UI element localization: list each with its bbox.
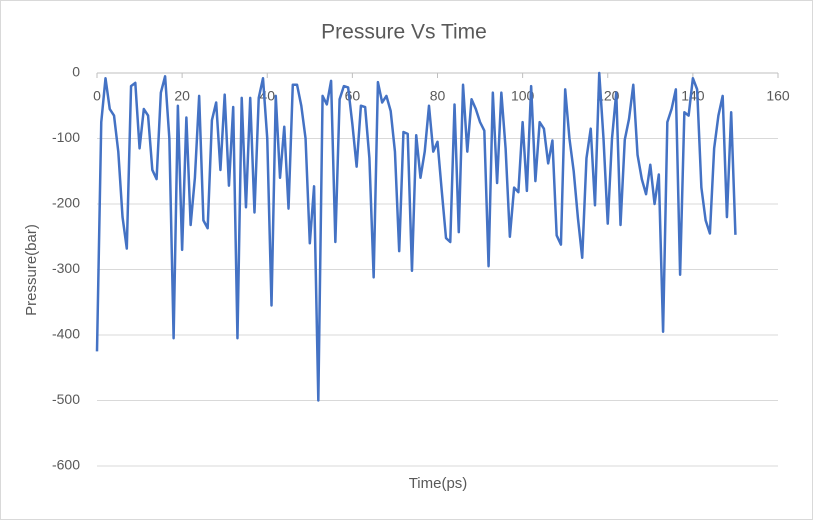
x-tick-label: 140 — [681, 88, 705, 104]
data-line — [95, 71, 737, 402]
y-tick-label: -400 — [52, 326, 80, 342]
x-tick-label: 160 — [766, 88, 790, 104]
x-axis-title: Time(ps) — [409, 475, 468, 492]
chart-title: Pressure Vs Time — [321, 21, 487, 44]
x-tick-label: 40 — [259, 88, 275, 104]
y-tick-label: 0 — [72, 64, 80, 80]
y-tick-label: -500 — [52, 391, 80, 407]
x-tick-label: 100 — [511, 88, 535, 104]
x-tick-label: 0 — [93, 88, 101, 104]
y-axis-title: Pressure(bar) — [23, 224, 40, 316]
x-tick-label: 80 — [430, 88, 446, 104]
y-tick-label: -300 — [52, 260, 80, 276]
x-tick-label: 60 — [345, 88, 361, 104]
y-tick-label: -200 — [52, 195, 80, 211]
x-tick-label: 20 — [174, 88, 190, 104]
y-tick-label: -100 — [52, 129, 80, 145]
y-tick-label: -600 — [52, 457, 80, 473]
